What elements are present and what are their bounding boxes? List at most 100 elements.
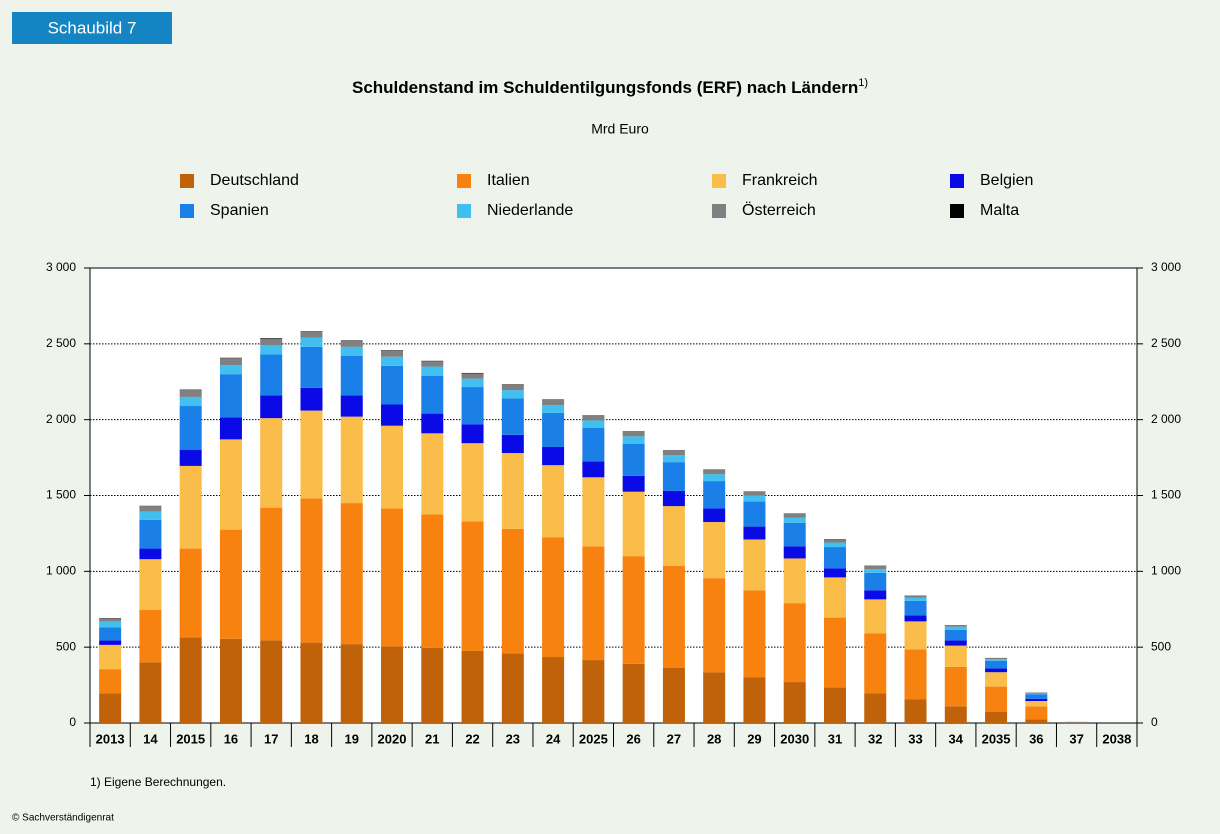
bar-segment	[99, 644, 122, 670]
bar-segment	[260, 418, 283, 508]
legend-label: Malta	[980, 202, 1019, 219]
bar-segment	[703, 508, 726, 523]
bar-segment	[219, 365, 242, 375]
bar-segment	[662, 667, 685, 723]
bar-segment	[461, 373, 484, 379]
x-tick-label: 2035	[982, 731, 1011, 746]
title-text: Schuldenstand im Schuldentilgungsfonds (…	[352, 78, 858, 97]
bar-segment	[622, 436, 645, 444]
legend-swatch	[457, 174, 471, 188]
bar-segment	[864, 566, 887, 570]
bar-segment	[904, 699, 927, 723]
bar-segment	[179, 465, 202, 549]
y2-tick-label: 500	[1151, 639, 1171, 653]
bar-segment	[864, 633, 887, 694]
bar-segment	[783, 513, 806, 518]
bar-segment	[985, 660, 1008, 669]
y-tick-label: 2 000	[46, 412, 76, 426]
subtitle: Mrd Euro	[591, 121, 649, 137]
bar-segment	[340, 395, 363, 417]
bar-segment	[219, 638, 242, 723]
x-tick-label: 19	[345, 731, 359, 746]
legend-swatch	[712, 204, 726, 218]
bar-segment	[823, 577, 846, 618]
bar-segment	[582, 415, 605, 421]
legend-swatch	[712, 174, 726, 188]
y-tick-label: 3 000	[46, 260, 76, 274]
bar-segment	[139, 662, 162, 723]
y-tick-label: 1 500	[46, 488, 76, 502]
legend-label: Österreich	[742, 201, 816, 219]
bar-segment	[340, 340, 363, 347]
bar-segment	[260, 507, 283, 641]
bar-segment	[783, 603, 806, 683]
bar-segment	[421, 366, 444, 376]
bar-segment	[179, 406, 202, 450]
bar-segment	[219, 529, 242, 639]
bar-segment	[582, 420, 605, 429]
legend-label: Spanien	[210, 202, 269, 219]
bar-segment	[381, 350, 404, 357]
x-tick-label: 18	[304, 731, 318, 746]
bar-segment	[461, 424, 484, 444]
bar-segment	[904, 615, 927, 622]
bar-segment	[904, 649, 927, 700]
bar-segment	[461, 378, 484, 388]
bar-segment	[944, 625, 967, 627]
bar-segment	[300, 410, 323, 499]
bar-segment	[381, 646, 404, 723]
y2-tick-label: 1 000	[1151, 564, 1181, 578]
bar-segment	[340, 355, 363, 396]
bar-segment	[1025, 701, 1048, 707]
bar-segment	[461, 521, 484, 651]
bar-segment	[1025, 694, 1048, 699]
bar-segment	[99, 627, 122, 641]
bar-segment	[381, 508, 404, 647]
bar-segment	[179, 548, 202, 638]
bar-segment	[582, 477, 605, 547]
bar-segment	[99, 669, 122, 694]
bar-segment	[662, 506, 685, 567]
bar-segment	[219, 439, 242, 530]
bar-segment	[944, 640, 967, 646]
legend-label: Belgien	[980, 172, 1033, 189]
bar-segment	[542, 446, 565, 466]
x-tick-label: 26	[626, 731, 640, 746]
bar-segment	[461, 443, 484, 522]
x-tick-label: 2025	[579, 731, 608, 746]
bar-segment	[622, 431, 645, 437]
bar-segment	[421, 375, 444, 414]
bar-segment	[743, 539, 766, 591]
bar-segment	[864, 693, 887, 723]
bar-segment	[743, 491, 766, 496]
bar-segment	[904, 621, 927, 650]
bar-segment	[823, 568, 846, 578]
bar-segment	[985, 711, 1008, 723]
bar-segment	[703, 578, 726, 673]
bar-segment	[662, 566, 685, 668]
bar-segment	[501, 434, 524, 454]
bar-segment	[421, 514, 444, 648]
badge-box	[12, 12, 172, 44]
bar-segment	[542, 657, 565, 723]
legend-label: Deutschland	[210, 172, 299, 189]
x-tick-label: 14	[143, 731, 158, 746]
bar-segment	[340, 416, 363, 504]
chart-title: Schuldenstand im Schuldentilgungsfonds (…	[352, 77, 868, 98]
bar-segment	[179, 396, 202, 407]
bar-segment	[904, 600, 927, 616]
bar-segment	[260, 345, 283, 355]
y-tick-label: 1 000	[46, 564, 76, 578]
bar-segment	[1025, 719, 1048, 723]
bar-segment	[421, 361, 444, 367]
legend-swatch	[457, 204, 471, 218]
bar-segment	[99, 693, 122, 723]
bar-segment	[179, 390, 202, 397]
x-tick-label: 33	[908, 731, 922, 746]
x-tick-label: 37	[1069, 731, 1083, 746]
bar-segment	[501, 390, 524, 399]
bar-segment	[300, 337, 323, 347]
x-tick-label: 2038	[1102, 731, 1131, 746]
bar-segment	[300, 387, 323, 411]
